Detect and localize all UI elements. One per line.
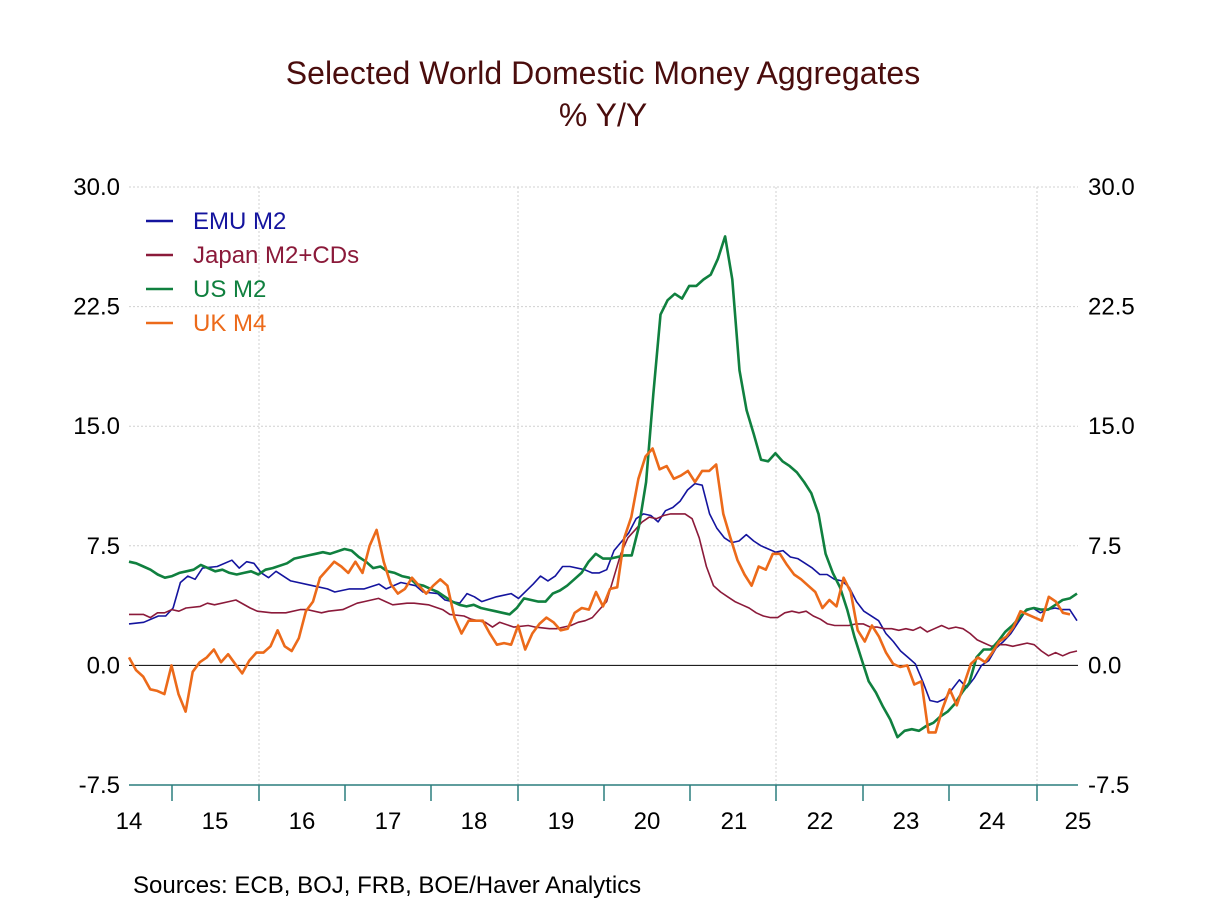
grid <box>129 186 1078 786</box>
series-line-uk-m4 <box>127 447 1071 734</box>
series-line-us-m2 <box>128 235 1078 739</box>
x-tick-label: 25 <box>1065 808 1092 835</box>
axes: 30.0 30.0 22.5 22.5 15.0 15.0 7.5 7.5 0.0 0.0 -7.5… <box>73 174 1134 835</box>
series-lines <box>127 235 1078 739</box>
x-tick-label: 22 <box>807 808 834 835</box>
series-line-japan-m2-cds <box>129 513 1078 657</box>
x-tick-label: 21 <box>721 808 748 835</box>
x-tick-label: 17 <box>375 808 402 835</box>
y-tick-label-right: 7.5 <box>1088 533 1121 560</box>
x-tick-label: 23 <box>893 808 920 835</box>
legend-label: US M2 <box>193 276 266 303</box>
x-tick-label: 15 <box>202 808 229 835</box>
x-tick-label: 19 <box>548 808 575 835</box>
y-tick-label-right: 22.5 <box>1088 294 1135 321</box>
y-tick-label-right: 15.0 <box>1088 413 1135 440</box>
y-tick-label-left: -7.5 <box>79 772 120 799</box>
x-tick-label: 24 <box>979 808 1006 835</box>
legend-label: EMU M2 <box>193 208 286 235</box>
x-tick-label: 18 <box>461 808 488 835</box>
y-tick-label-right: -7.5 <box>1088 772 1129 799</box>
y-tick-label-left: 7.5 <box>87 533 120 560</box>
y-tick-label-left: 22.5 <box>73 294 120 321</box>
y-tick-label-left: 15.0 <box>73 413 120 440</box>
series-line-emu-m2 <box>128 482 1078 703</box>
y-tick-label-left: 0.0 <box>87 652 120 679</box>
legend: EMU M2 Japan M2+CDs US M2 UK M4 <box>146 208 359 337</box>
x-tick-label: 16 <box>289 808 316 835</box>
x-tick-label: 14 <box>116 808 143 835</box>
legend-label: UK M4 <box>193 310 266 337</box>
y-tick-label-right: 0.0 <box>1088 652 1121 679</box>
x-tick-label: 20 <box>634 808 661 835</box>
y-tick-label-right: 30.0 <box>1088 174 1135 201</box>
chart-subtitle: % Y/Y <box>559 97 647 133</box>
chart-title: Selected World Domestic Money Aggregates <box>286 55 920 91</box>
source-note: Sources: ECB, BOJ, FRB, BOE/Haver Analyt… <box>133 872 641 899</box>
y-tick-label-left: 30.0 <box>73 174 120 201</box>
legend-label: Japan M2+CDs <box>193 242 359 269</box>
